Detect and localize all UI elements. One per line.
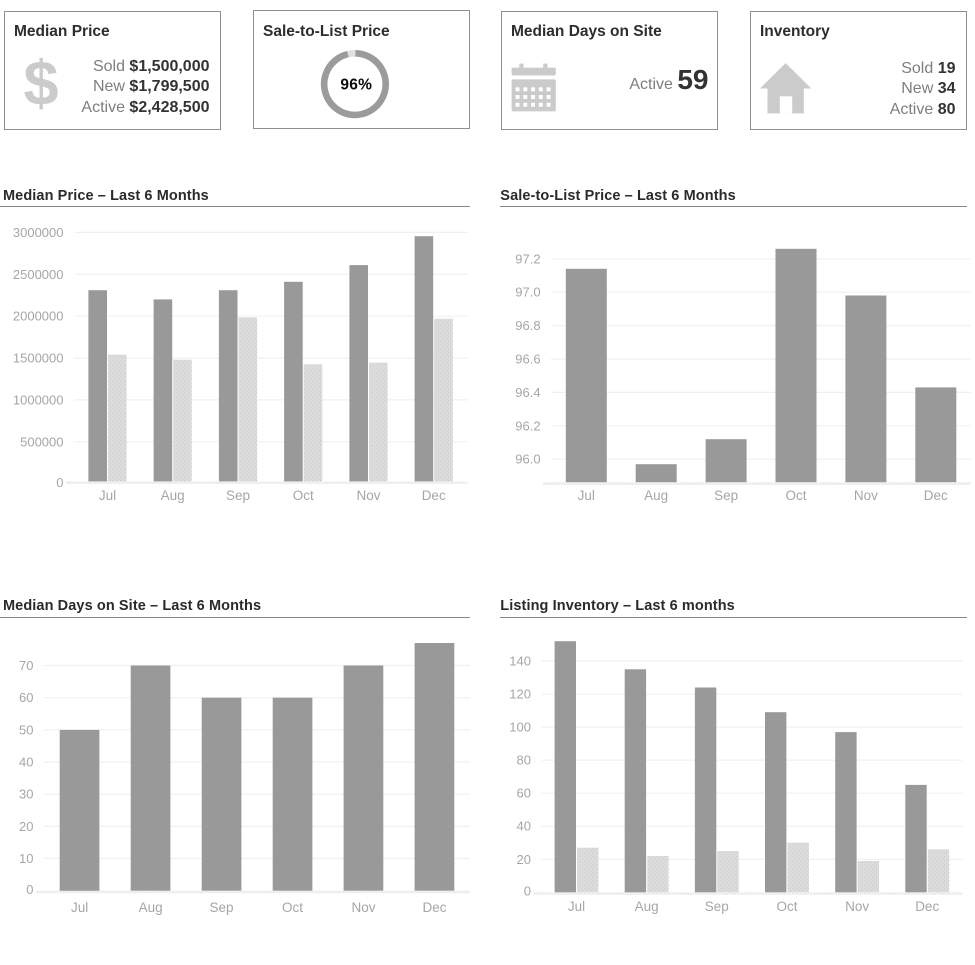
svg-text:Aug: Aug (161, 488, 185, 503)
svg-text:50: 50 (19, 722, 33, 737)
svg-text:60: 60 (19, 690, 33, 705)
svg-text:96%: 96% (340, 76, 372, 93)
svg-text:96.6: 96.6 (515, 352, 540, 367)
svg-text:96.8: 96.8 (515, 318, 540, 333)
svg-text:20: 20 (19, 819, 33, 834)
svg-text:Sep: Sep (209, 900, 233, 915)
svg-text:Oct: Oct (293, 488, 314, 503)
svg-text:Nov: Nov (845, 899, 869, 914)
svg-text:60: 60 (517, 786, 531, 801)
svg-text:3000000: 3000000 (13, 225, 64, 240)
svg-text:96.0: 96.0 (515, 452, 540, 467)
svg-text:Oct: Oct (282, 900, 303, 915)
svg-text:Dec: Dec (924, 488, 948, 503)
svg-text:Dec: Dec (422, 900, 446, 915)
svg-text:140: 140 (509, 654, 531, 669)
svg-text:96.4: 96.4 (515, 385, 540, 400)
svg-text:97.2: 97.2 (515, 251, 540, 266)
svg-text:40: 40 (19, 755, 33, 770)
svg-text:Aug: Aug (139, 900, 163, 915)
svg-text:Sep: Sep (714, 488, 738, 503)
svg-text:Jul: Jul (99, 488, 116, 503)
svg-text:Oct: Oct (776, 899, 797, 914)
svg-text:2000000: 2000000 (13, 309, 64, 324)
svg-text:70: 70 (19, 658, 33, 673)
svg-text:97.0: 97.0 (515, 285, 540, 300)
svg-text:0: 0 (524, 884, 531, 899)
svg-text:30: 30 (19, 787, 33, 802)
svg-text:96.2: 96.2 (515, 418, 540, 433)
svg-text:Nov: Nov (351, 900, 375, 915)
svg-text:Jul: Jul (578, 488, 595, 503)
svg-text:10: 10 (19, 851, 33, 866)
svg-text:Dec: Dec (915, 899, 939, 914)
svg-text:Nov: Nov (356, 488, 380, 503)
svg-text:1500000: 1500000 (13, 351, 64, 366)
svg-text:2500000: 2500000 (13, 267, 64, 282)
svg-text:Jul: Jul (568, 899, 585, 914)
svg-text:Oct: Oct (785, 488, 806, 503)
svg-text:80: 80 (517, 753, 531, 768)
svg-text:100: 100 (509, 720, 531, 735)
svg-text:1000000: 1000000 (13, 392, 64, 407)
svg-text:0: 0 (56, 475, 63, 490)
svg-text:Jul: Jul (71, 900, 88, 915)
svg-text:Aug: Aug (644, 488, 668, 503)
svg-text:Nov: Nov (854, 488, 878, 503)
svg-text:120: 120 (509, 687, 531, 702)
svg-text:Dec: Dec (422, 488, 446, 503)
svg-text:0: 0 (26, 882, 33, 897)
svg-text:40: 40 (517, 819, 531, 834)
svg-text:Sep: Sep (705, 899, 729, 914)
svg-text:20: 20 (517, 852, 531, 867)
svg-text:Aug: Aug (635, 899, 659, 914)
svg-text:500000: 500000 (20, 434, 63, 449)
svg-text:Sep: Sep (226, 488, 250, 503)
